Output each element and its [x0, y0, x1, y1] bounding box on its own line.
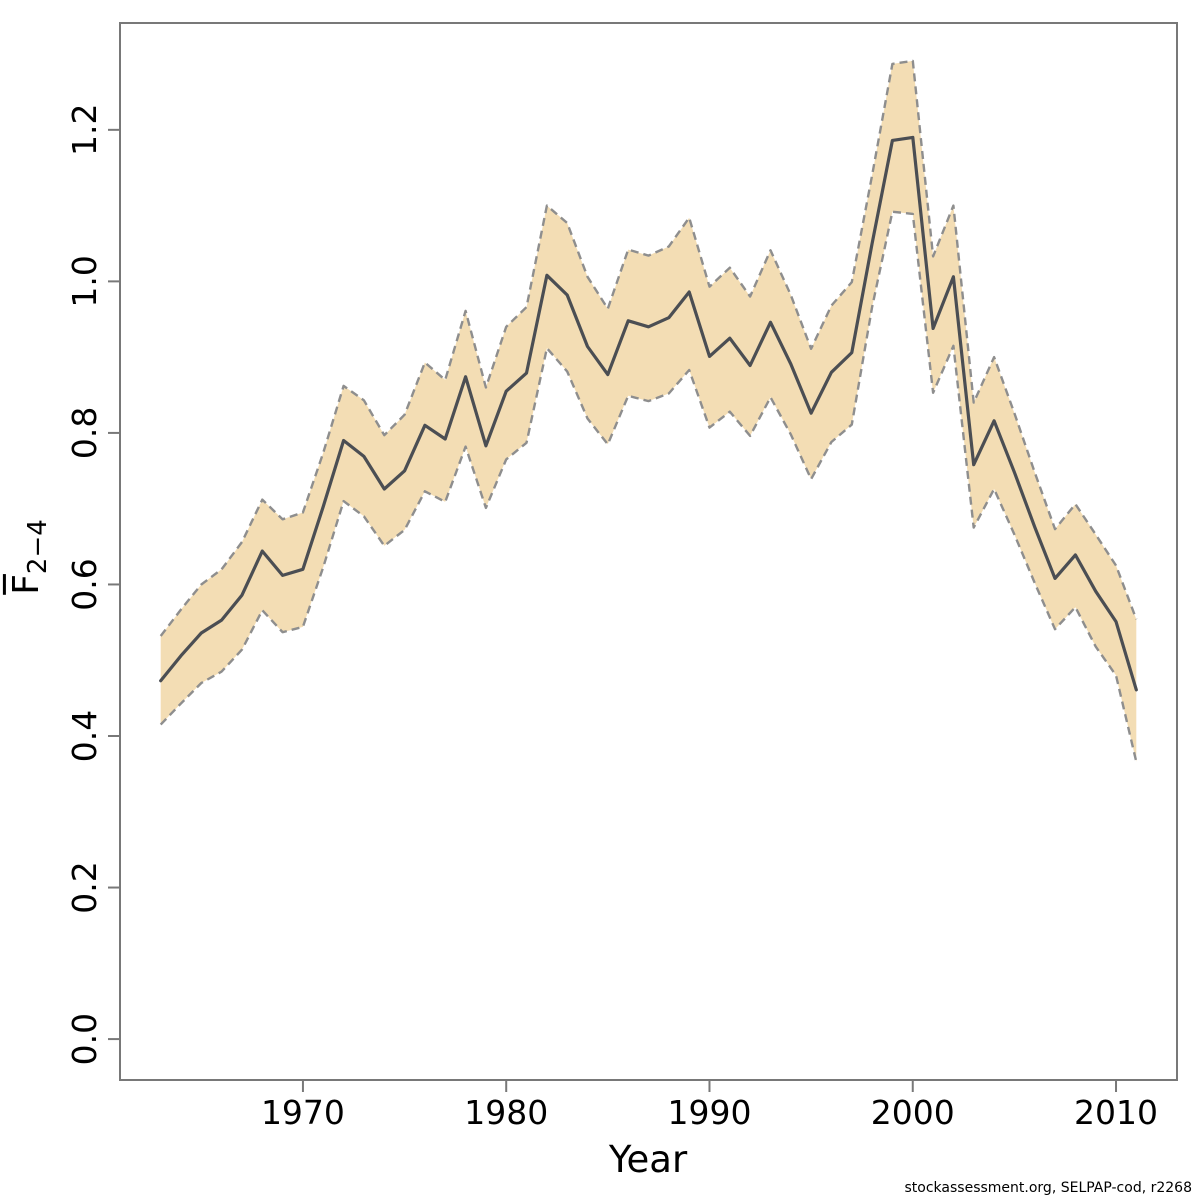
- x-tick-label: 1990: [667, 1093, 751, 1132]
- y-tick-label: 0.6: [65, 558, 104, 610]
- y-tick-label: 0.8: [65, 407, 104, 459]
- y-axis-label-subscript: 2−4: [23, 519, 54, 575]
- y-tick-label: 0.2: [65, 861, 104, 913]
- source-caption: stockassessment.org, SELPAP-cod, r2268: [904, 1180, 1192, 1196]
- f-estimate-line: [159, 135, 1138, 692]
- confidence-band: [160, 60, 1137, 762]
- y-axis-label-symbol: F: [5, 574, 47, 595]
- confidence-band-upper-edge: [159, 59, 1138, 637]
- x-tick-label: 2000: [871, 1093, 955, 1132]
- y-tick-label: 0.0: [65, 1013, 104, 1065]
- confidence-band-lower-edge: [159, 210, 1138, 763]
- y-tick-label: 0.4: [65, 710, 104, 762]
- x-axis-label: Year: [608, 1138, 688, 1181]
- plot-frame: [119, 22, 1178, 1081]
- x-tick-label: 2010: [1074, 1093, 1158, 1132]
- x-tick-label: 1980: [464, 1093, 548, 1132]
- y-tick-label: 1.2: [65, 104, 104, 156]
- y-axis-label: F2−4: [5, 519, 54, 595]
- y-tick-label: 1.0: [65, 255, 104, 307]
- x-tick-label: 1970: [261, 1093, 345, 1132]
